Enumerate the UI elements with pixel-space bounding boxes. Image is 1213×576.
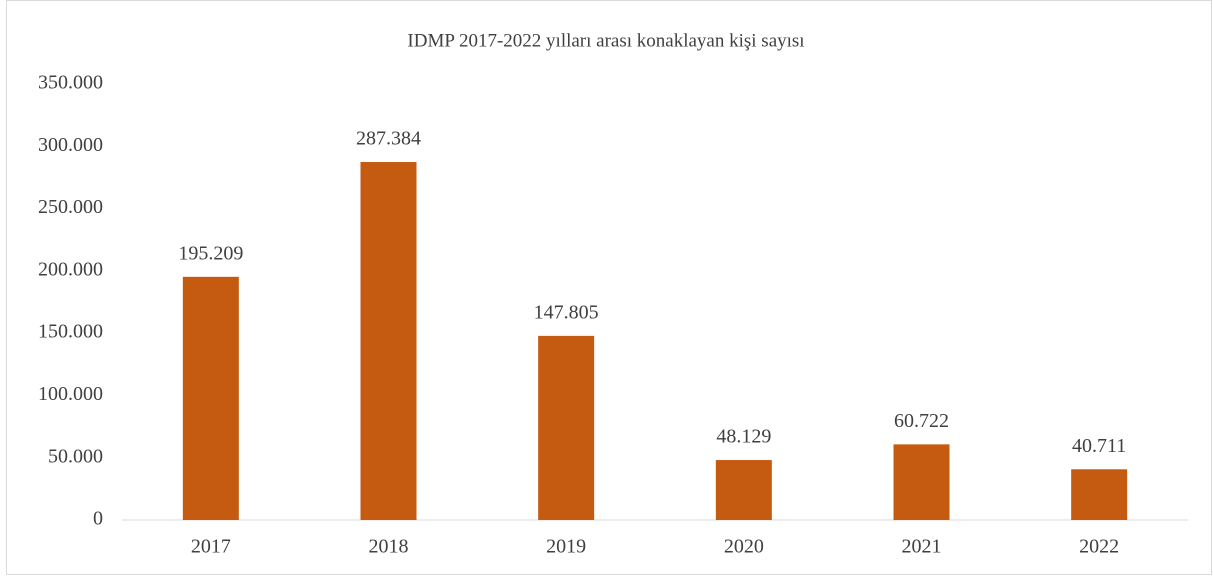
x-tick-label: 2017	[191, 536, 231, 558]
y-tick-label: 50.000	[48, 445, 103, 467]
data-label: 195.209	[178, 242, 243, 264]
x-tick-label: 2021	[902, 536, 942, 558]
chart-title: IDMP 2017-2022 yılları arası konaklayan …	[407, 30, 804, 51]
data-label: 147.805	[534, 301, 599, 323]
data-label: 287.384	[356, 128, 421, 150]
x-tick-label: 2022	[1079, 536, 1119, 558]
y-tick-label: 100.000	[38, 383, 103, 405]
x-tick-label: 2018	[369, 536, 409, 558]
y-tick-label: 300.000	[38, 134, 103, 156]
data-label: 60.722	[894, 410, 949, 432]
bar	[538, 335, 595, 520]
x-tick-label: 2020	[724, 536, 764, 558]
y-tick-label: 350.000	[38, 72, 103, 94]
bar	[182, 276, 239, 520]
y-tick-label: 150.000	[38, 321, 103, 343]
bar	[715, 460, 772, 520]
bar	[360, 162, 417, 520]
y-tick-label: 250.000	[38, 196, 103, 218]
bar	[1071, 469, 1128, 520]
data-label: 40.711	[1072, 435, 1126, 457]
x-tick-label: 2019	[546, 536, 586, 558]
y-tick-label: 200.000	[38, 258, 103, 280]
y-tick-label: 0	[93, 508, 103, 530]
bar	[893, 444, 950, 520]
data-label: 48.129	[716, 426, 771, 448]
